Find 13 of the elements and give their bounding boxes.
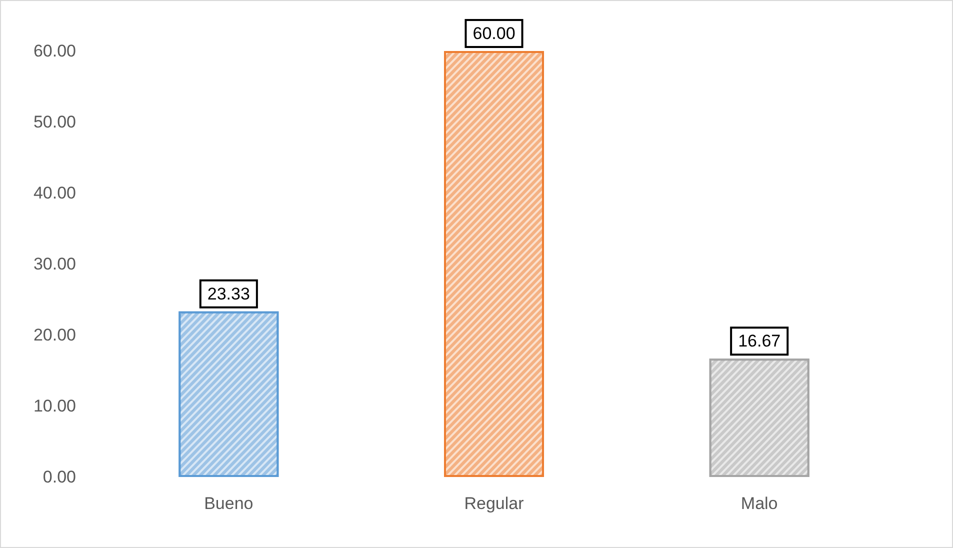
x-tick-label: Bueno xyxy=(204,494,254,513)
x-tick-label: Malo xyxy=(740,494,778,513)
data-label: 16.67 xyxy=(738,332,781,351)
data-label: 60.00 xyxy=(472,24,516,43)
x-tick-label: Regular xyxy=(464,494,524,513)
y-tick-label: 30.00 xyxy=(33,254,76,274)
y-tick-label: 40.00 xyxy=(33,184,76,202)
y-tick-label: 10.00 xyxy=(33,396,76,416)
y-tick-label: 0.00 xyxy=(42,468,76,486)
y-tick-label: 60.00 xyxy=(33,42,76,60)
y-tick-label: 50.00 xyxy=(33,112,76,132)
y-tick-label: 20.00 xyxy=(33,326,76,344)
data-label: 23.33 xyxy=(207,284,250,304)
